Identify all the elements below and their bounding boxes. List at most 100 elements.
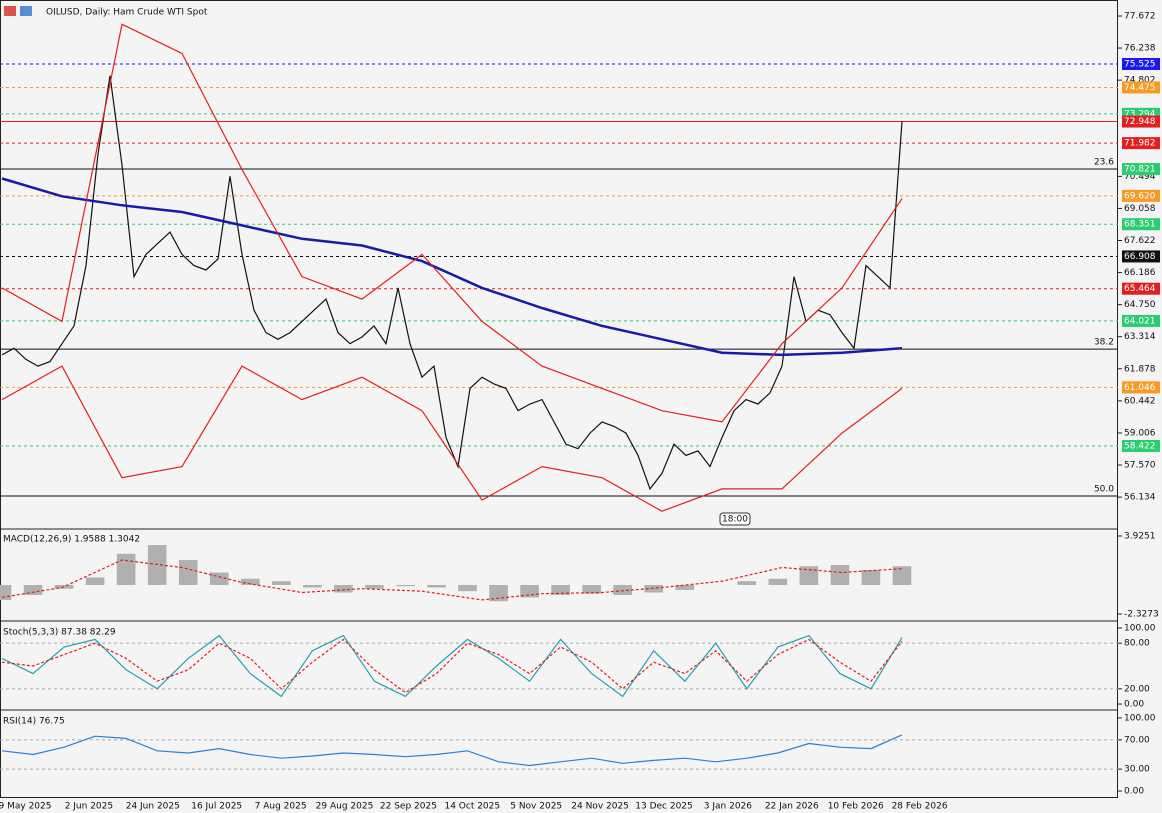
- x-tick-label: 5 Nov 2025: [510, 802, 562, 812]
- level-label: 75.525: [1124, 59, 1156, 69]
- level-label: 64.021: [1124, 316, 1156, 326]
- y-tick-label: 67.622: [1124, 236, 1156, 246]
- series-line: [1, 365, 903, 512]
- series-line: [1, 638, 903, 694]
- histogram-bar: [85, 577, 105, 585]
- toolbar-icon[interactable]: [4, 6, 16, 16]
- level-label: 74.475: [1124, 83, 1156, 93]
- y-tick-label: 70.00: [1124, 735, 1150, 745]
- x-tick-label: 9 May 2025: [0, 802, 51, 812]
- level-box: [1122, 189, 1160, 202]
- x-tick-label: 24 Nov 2025: [571, 802, 629, 812]
- histogram-bar: [737, 581, 757, 585]
- level-box: [1122, 57, 1160, 70]
- level-label: 70.821: [1124, 165, 1156, 175]
- histogram-bar: [240, 578, 260, 585]
- histogram-bar: [334, 584, 353, 593]
- level-label: 61.046: [1124, 383, 1156, 393]
- y-tick-label: 77.672: [1124, 12, 1156, 22]
- y-tick-label: 56.134: [1124, 493, 1156, 503]
- x-tick-label: 24 Jun 2025: [126, 802, 180, 812]
- series-line: [1, 559, 903, 601]
- level-label: 65.464: [1124, 284, 1156, 294]
- histogram-bar: [861, 569, 881, 585]
- level-box: [1122, 81, 1160, 94]
- level-box: [1122, 218, 1160, 231]
- y-tick-label: 100.00: [1124, 623, 1156, 633]
- histogram-bar: [613, 584, 632, 595]
- series-line: [1, 75, 903, 491]
- level-box: [1122, 163, 1160, 176]
- level-label: 69.620: [1124, 191, 1156, 201]
- level-box: [1122, 250, 1160, 263]
- annotation-box: [719, 512, 751, 526]
- histogram-bar: [892, 566, 912, 585]
- y-tick-label: -2.3273: [1124, 610, 1159, 620]
- level-box: [1122, 137, 1160, 150]
- x-tick-label: 28 Feb 2026: [892, 802, 948, 812]
- x-tick-label: 22 Jan 2026: [765, 802, 819, 812]
- pane-title: RSI(14) 76.75: [3, 717, 65, 727]
- x-tick-label: 3 Jan 2026: [704, 802, 752, 812]
- level-box: [1122, 439, 1160, 452]
- x-tick-label: 14 Oct 2025: [444, 802, 500, 812]
- histogram-bar: [23, 584, 43, 595]
- histogram-bar: [0, 584, 12, 600]
- histogram-bar: [272, 581, 291, 585]
- series-line: [1, 23, 903, 423]
- chart-title: OILUSD, Daily: Ham Crude WTI Spot: [46, 8, 208, 18]
- y-tick-label: 0.00: [1124, 700, 1144, 710]
- y-tick-label: 0.00: [1124, 787, 1144, 797]
- x-tick-label: 2 Jun 2025: [65, 802, 113, 812]
- histogram-bar: [178, 560, 198, 585]
- y-tick-label: 63.314: [1124, 332, 1156, 342]
- histogram-bar: [365, 584, 384, 589]
- y-tick-label: 30.00: [1124, 765, 1150, 775]
- series-line: [1, 634, 903, 698]
- y-tick-label: 74.802: [1124, 76, 1156, 86]
- histogram-bar: [830, 565, 850, 585]
- fib-label: 23.6: [1094, 158, 1114, 168]
- y-tick-label: 70.494: [1124, 172, 1156, 182]
- histogram-bar: [799, 566, 819, 585]
- y-tick-label: 57.570: [1124, 461, 1156, 471]
- x-tick-label: 22 Sep 2025: [380, 802, 437, 812]
- histogram-bar: [520, 584, 539, 598]
- annotation: 18:00: [722, 515, 748, 525]
- histogram-bar: [116, 553, 136, 585]
- histogram-bar: [551, 584, 570, 595]
- histogram-bar: [458, 584, 477, 592]
- y-tick-label: 60.442: [1124, 396, 1156, 406]
- toolbar-icon[interactable]: [20, 6, 32, 16]
- level-label: 72.948: [1124, 117, 1156, 127]
- level-label: 73.294: [1124, 109, 1156, 119]
- x-tick-label: 16 Jul 2025: [191, 802, 242, 812]
- level-label: 68.351: [1124, 220, 1156, 230]
- level-box: [1122, 314, 1160, 327]
- fib-label: 50.0: [1094, 485, 1114, 495]
- histogram-bar: [675, 584, 695, 590]
- level-label: 58.422: [1124, 441, 1156, 451]
- y-tick-label: 61.878: [1124, 364, 1156, 374]
- y-tick-label: 80.00: [1124, 639, 1150, 649]
- histogram-bar: [427, 584, 446, 588]
- y-tick-label: 64.750: [1124, 300, 1156, 310]
- level-box: [1122, 381, 1160, 394]
- y-tick-label: 69.058: [1124, 204, 1156, 214]
- histogram-bar: [147, 545, 167, 585]
- level-label: 71.982: [1124, 139, 1156, 149]
- x-tick-label: 7 Aug 2025: [255, 802, 307, 812]
- level-label: 66.908: [1124, 252, 1156, 262]
- y-tick-label: 20.00: [1124, 684, 1150, 694]
- x-tick-label: 13 Dec 2025: [635, 802, 693, 812]
- y-tick-label: 3.9251: [1124, 531, 1156, 541]
- series-line: [1, 734, 903, 767]
- pane-title: Stoch(5,3,3) 87.38 82.29: [3, 628, 116, 638]
- fib-label: 38.2: [1094, 338, 1114, 348]
- histogram-bar: [768, 578, 788, 585]
- frame: [0, 0, 1118, 798]
- y-tick-label: 66.186: [1124, 268, 1156, 278]
- series-line: [1, 177, 903, 357]
- histogram-bar: [582, 584, 601, 594]
- level-box: [1122, 282, 1160, 295]
